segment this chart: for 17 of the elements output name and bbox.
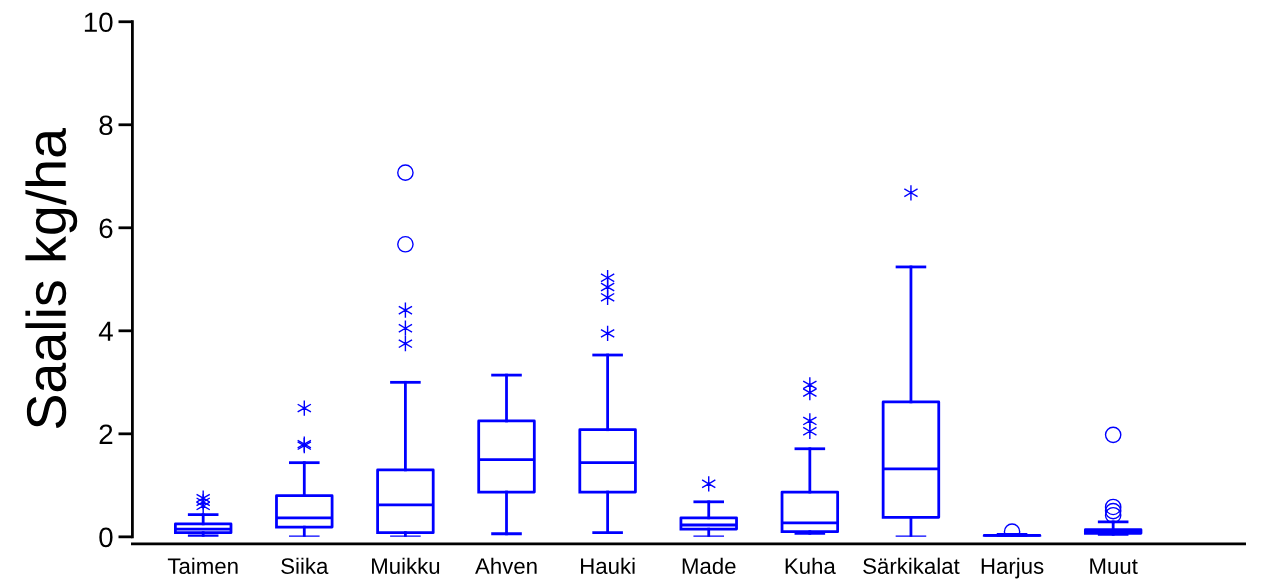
- y-tick-label: 6: [99, 218, 113, 239]
- x-tick-label: Taimen: [167, 557, 238, 574]
- y-tick-label: 10: [84, 12, 113, 33]
- x-tick-label: Särkikalat: [863, 557, 960, 574]
- y-tick-label: 0: [99, 527, 113, 548]
- y-tick-label: 8: [99, 115, 113, 136]
- x-tick-label: Muikku: [372, 557, 440, 574]
- x-tick-label: Muut: [1090, 558, 1138, 574]
- x-tick-label: Siika: [281, 557, 329, 574]
- x-tick-label: Ahven: [475, 557, 537, 574]
- x-tick-label: Harjus: [981, 557, 1044, 579]
- y-axis-title: Saalis kg/ha: [25, 127, 78, 429]
- x-tick-label: Hauki: [581, 557, 635, 574]
- x-tick-label: Kuha: [785, 557, 836, 574]
- y-tick-label: 2: [99, 424, 113, 444]
- x-tick-label: Made: [682, 557, 736, 574]
- y-tick-label: 4: [98, 321, 113, 341]
